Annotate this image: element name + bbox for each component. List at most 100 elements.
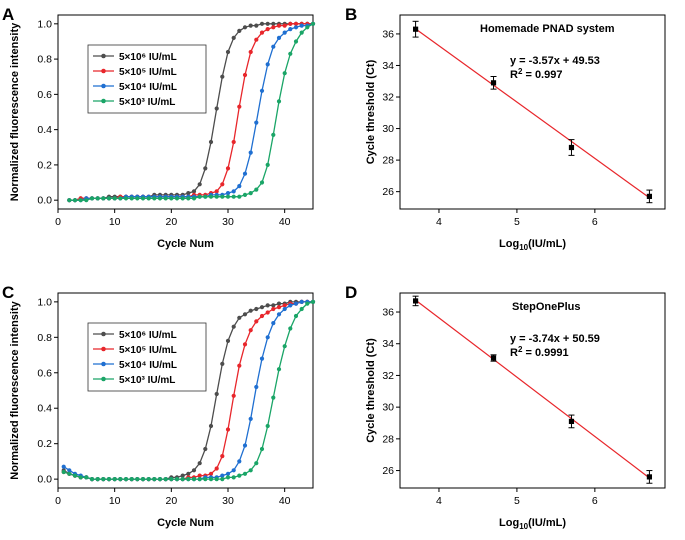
panel-b: B 4 5 6 26 28 30 32 34 36 Cycle threshold (Ct) Log1…: [345, 5, 666, 252]
data-point: [254, 187, 259, 192]
panel-d: D 4 5 6 26 28 30 32 34 36 Cycle threshold (Ct) Log1…: [345, 283, 666, 531]
data-point: [214, 106, 219, 111]
r-squared-superscript: 2: [518, 67, 523, 76]
plot-frame: [57, 14, 314, 210]
data-point: [237, 459, 242, 464]
data-point: [254, 384, 259, 390]
data-point: [248, 308, 253, 313]
data-point: [271, 44, 276, 49]
legend-entry: 5×10³ IU/mL: [119, 375, 175, 386]
data-point: [305, 25, 310, 30]
legend-entry: 5×10⁵ IU/mL: [119, 67, 177, 78]
data-point: [271, 21, 276, 26]
data-point: [293, 313, 299, 319]
data-point: [214, 194, 219, 199]
data-point: [288, 303, 293, 308]
x-tick-label: 40: [279, 495, 291, 507]
data-point: [191, 477, 197, 482]
y-tick-label: 26: [382, 465, 394, 477]
data-point: [208, 477, 214, 482]
data-point: [67, 471, 72, 476]
data-point: [254, 120, 259, 125]
y-tick-label: 36: [382, 307, 394, 319]
data-point: [152, 196, 157, 201]
x-tick-label: 5: [514, 216, 520, 228]
data-point: [248, 49, 253, 55]
data-point: [282, 303, 287, 308]
data-point: [282, 306, 287, 312]
x-axis-label-units: (IU/mL): [528, 238, 566, 250]
data-point: [146, 477, 151, 482]
y-tick-label: 28: [382, 155, 394, 167]
data-point: [265, 62, 270, 67]
data-point: [242, 443, 248, 448]
legend-entry: 5×10⁵ IU/mL: [119, 345, 177, 356]
data-point: [282, 30, 287, 35]
legend-entry: 5×10⁶ IU/mL: [119, 52, 177, 63]
data-point: [271, 303, 276, 308]
legend-entry: 5×10⁴ IU/mL: [119, 82, 177, 93]
data-point: [129, 196, 134, 201]
y-tick-label: 34: [382, 60, 394, 72]
chart-title: StepOnePlus: [512, 301, 580, 313]
y-tick-label: 0.8: [37, 332, 52, 344]
data-point: [259, 21, 265, 26]
y-tick-label: 34: [382, 338, 394, 350]
data-point: [118, 196, 123, 201]
data-point: [231, 194, 236, 199]
legend-entry: 5×10⁴ IU/mL: [119, 360, 177, 371]
data-point: [112, 196, 117, 201]
legend-swatch-marker: [101, 53, 106, 59]
panel-a: A 0 10 20 30 40 0.0 0.2 0.4 0.6 0.8 1.0 Normalized f…: [2, 5, 316, 250]
data-point: [220, 473, 225, 478]
data-point: [225, 475, 231, 480]
data-point: [197, 461, 202, 466]
data-point: [106, 196, 112, 201]
data-point: [72, 198, 78, 203]
data-point: [186, 471, 191, 476]
x-axis-label: Log10(IU/mL): [499, 238, 566, 252]
data-point: [276, 35, 282, 41]
data-point: [254, 37, 259, 42]
chart-title: Homemade PNAD system: [480, 23, 615, 35]
data-point: [225, 191, 231, 196]
data-point: [118, 477, 123, 482]
data-point: [78, 198, 83, 203]
data-point: [237, 184, 242, 189]
data-point: [180, 473, 185, 478]
data-point: [237, 363, 242, 368]
data-point: [646, 193, 653, 199]
data-point: [242, 471, 248, 476]
x-axis-label: Log10(IU/mL): [499, 517, 566, 531]
data-point: [231, 139, 236, 145]
data-point: [276, 312, 282, 317]
data-point: [242, 171, 248, 176]
x-tick-label: 4: [436, 216, 442, 228]
r-squared-superscript: 2: [518, 345, 523, 354]
legend-swatch-marker: [101, 98, 106, 104]
x-tick-label: 30: [222, 495, 234, 507]
data-point: [242, 192, 248, 197]
data-point: [237, 194, 242, 199]
x-tick-label: 6: [592, 495, 598, 507]
legend-swatch-marker: [101, 68, 106, 74]
data-point: [276, 99, 282, 104]
series-4: [61, 299, 316, 482]
data-point: [254, 461, 259, 466]
data-point: [271, 132, 276, 137]
panel-letter: C: [2, 283, 14, 302]
x-tick-label: 0: [55, 495, 61, 507]
data-point: [174, 196, 180, 201]
data-point: [259, 88, 265, 93]
data-point: [276, 23, 282, 28]
data-point: [242, 25, 248, 30]
data-point: [61, 464, 66, 469]
y-axis-label: Cycle threshold (Ct): [365, 338, 377, 443]
data-point: [191, 468, 197, 473]
x-tick-label: 30: [222, 216, 234, 228]
data-point: [101, 477, 106, 482]
legend-swatch-marker: [101, 346, 106, 352]
data-point: [191, 196, 197, 201]
data-point: [84, 198, 89, 203]
